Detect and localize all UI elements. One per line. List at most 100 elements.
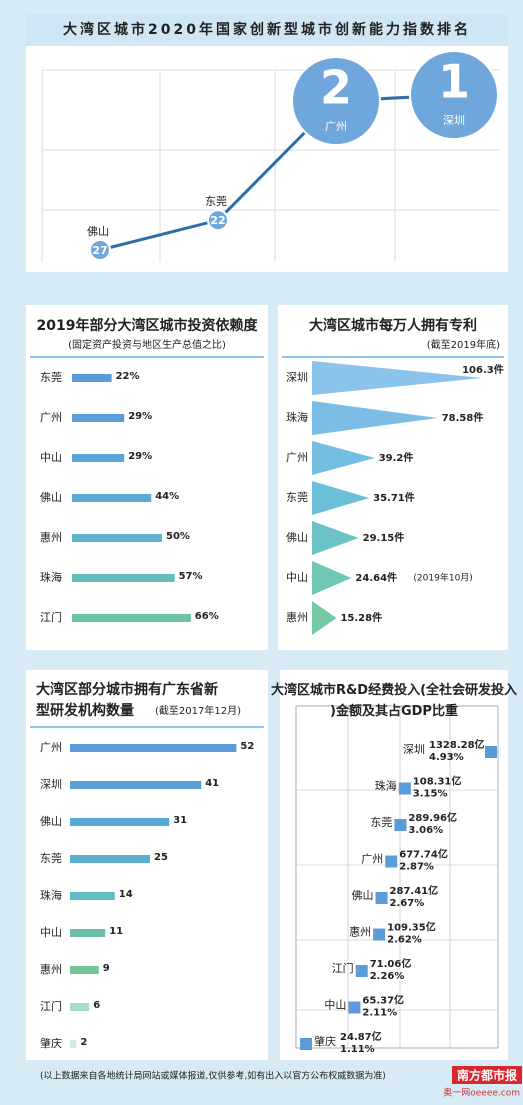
amount-label: 287.41亿 bbox=[390, 884, 439, 897]
marker bbox=[207, 209, 229, 232]
value-label: 66% bbox=[195, 611, 219, 622]
bar bbox=[70, 818, 170, 826]
value-label: 6 bbox=[93, 1000, 100, 1011]
value-label: 2 bbox=[80, 1037, 87, 1048]
marker bbox=[409, 50, 499, 140]
bar bbox=[72, 494, 152, 502]
square bbox=[355, 965, 368, 977]
category-label: 珠海 bbox=[40, 888, 62, 902]
bar bbox=[72, 374, 112, 382]
bar bbox=[70, 929, 106, 937]
value-label: 39.2件 bbox=[379, 451, 414, 464]
value-label: 106.3件 bbox=[462, 363, 504, 376]
bar bbox=[72, 414, 125, 422]
value-label: 52 bbox=[240, 741, 254, 752]
value-label: 41 bbox=[205, 778, 219, 789]
chart-title: 大湾区城市每万人拥有专利 bbox=[309, 317, 477, 334]
city-label: 广州 bbox=[325, 120, 347, 133]
category-label: 江门 bbox=[332, 961, 354, 975]
category-label: 珠海 bbox=[40, 570, 62, 584]
footer-note: (以上数据来自各地统计局网站或媒体报道,仅供参考,如有出入以官方公布权威数据为准… bbox=[40, 1070, 386, 1082]
value-label: 3.15% bbox=[413, 789, 448, 800]
category-label: 佛山 bbox=[352, 889, 374, 902]
triangle bbox=[312, 481, 370, 515]
amount-label: 71.06亿 bbox=[370, 957, 412, 970]
category-label: 惠州 bbox=[286, 610, 308, 624]
chart-title: 大湾区城市R&D经费投入(全社会研发投入)金额及其占GDP比重 bbox=[271, 682, 517, 719]
value-label: 78.58件 bbox=[442, 411, 484, 424]
category-label: 惠州 bbox=[40, 962, 62, 976]
category-label: 佛山 bbox=[286, 531, 308, 544]
plot-frame bbox=[295, 705, 499, 1049]
value-label: 2.11% bbox=[362, 1008, 397, 1019]
triangle bbox=[312, 441, 375, 475]
square bbox=[373, 928, 386, 941]
bar bbox=[70, 1003, 90, 1011]
amount-label: 289.96亿 bbox=[408, 811, 457, 824]
value-label: 2.67% bbox=[390, 898, 425, 909]
category-label: 东莞 bbox=[40, 852, 62, 865]
value-label: 29% bbox=[128, 451, 152, 462]
amount-label: 677.74亿 bbox=[399, 848, 448, 861]
triangle bbox=[312, 361, 483, 395]
city-label: 深圳 bbox=[443, 114, 465, 127]
category-label: 中山 bbox=[40, 926, 62, 939]
chart-subtitle: (固定资产投资与地区生产总值之比) bbox=[68, 338, 226, 351]
value-label: 1.11% bbox=[340, 1044, 375, 1055]
bar bbox=[72, 454, 125, 462]
square bbox=[385, 855, 398, 868]
category-label: 中山 bbox=[286, 571, 308, 584]
bar bbox=[72, 574, 175, 582]
square bbox=[348, 1001, 361, 1014]
value-label: 11 bbox=[109, 926, 123, 937]
category-label: 珠海 bbox=[286, 410, 308, 424]
chart-title: 2019年部分大湾区城市投资依赖度 bbox=[37, 317, 259, 334]
city-label: 佛山 bbox=[87, 225, 109, 238]
category-label: 深圳 bbox=[286, 371, 308, 384]
category-label: 东莞 bbox=[370, 816, 392, 829]
category-label: 佛山 bbox=[40, 815, 62, 828]
marker-label: 2 bbox=[320, 60, 352, 114]
square bbox=[300, 1038, 312, 1050]
value-label: 22% bbox=[116, 371, 140, 382]
value-label: 2.87% bbox=[399, 862, 434, 873]
panel bbox=[26, 670, 268, 1060]
square bbox=[398, 782, 411, 795]
bar bbox=[72, 534, 162, 542]
amount-label: 24.87亿 bbox=[340, 1030, 382, 1043]
marker-label: 22 bbox=[210, 214, 225, 227]
category-label: 深圳 bbox=[403, 743, 425, 756]
amount-label: 65.37亿 bbox=[362, 994, 404, 1007]
chart-title: 大湾区部分城市拥有广东省新型研发机构数量 bbox=[36, 681, 218, 719]
category-label: 广州 bbox=[40, 411, 62, 424]
category-label: 惠州 bbox=[349, 925, 371, 939]
value-label: 25 bbox=[154, 852, 168, 863]
decor-grid bbox=[296, 706, 498, 1048]
category-label: 广州 bbox=[286, 451, 308, 464]
category-label: 广州 bbox=[40, 741, 62, 754]
value-label: 35.71件 bbox=[373, 491, 415, 504]
marker-label: 1 bbox=[438, 55, 470, 109]
value-label: 2.26% bbox=[370, 971, 405, 982]
bar bbox=[72, 614, 191, 622]
logo-bg bbox=[452, 1066, 522, 1084]
category-label: 中山 bbox=[40, 451, 62, 464]
value-label: 15.28件 bbox=[340, 611, 382, 624]
value-label: 4.93% bbox=[429, 752, 464, 763]
square bbox=[394, 819, 407, 831]
triangle bbox=[312, 601, 337, 635]
chart-subtitle: (截至2019年底) bbox=[427, 338, 500, 351]
category-label: 深圳 bbox=[40, 778, 62, 791]
value-label: 29.15件 bbox=[363, 531, 405, 544]
category-label: 东莞 bbox=[286, 491, 308, 504]
value-label: 2.62% bbox=[387, 935, 422, 946]
value-label: 14 bbox=[119, 889, 133, 900]
category-label: 肇庆 bbox=[40, 1036, 62, 1050]
city-label: 东莞 bbox=[205, 195, 227, 208]
value-label: 57% bbox=[179, 571, 203, 582]
value-label: 24.64件 bbox=[355, 571, 397, 584]
triangle bbox=[312, 561, 352, 595]
category-label: 佛山 bbox=[40, 491, 62, 504]
value-label: 31 bbox=[173, 815, 187, 826]
